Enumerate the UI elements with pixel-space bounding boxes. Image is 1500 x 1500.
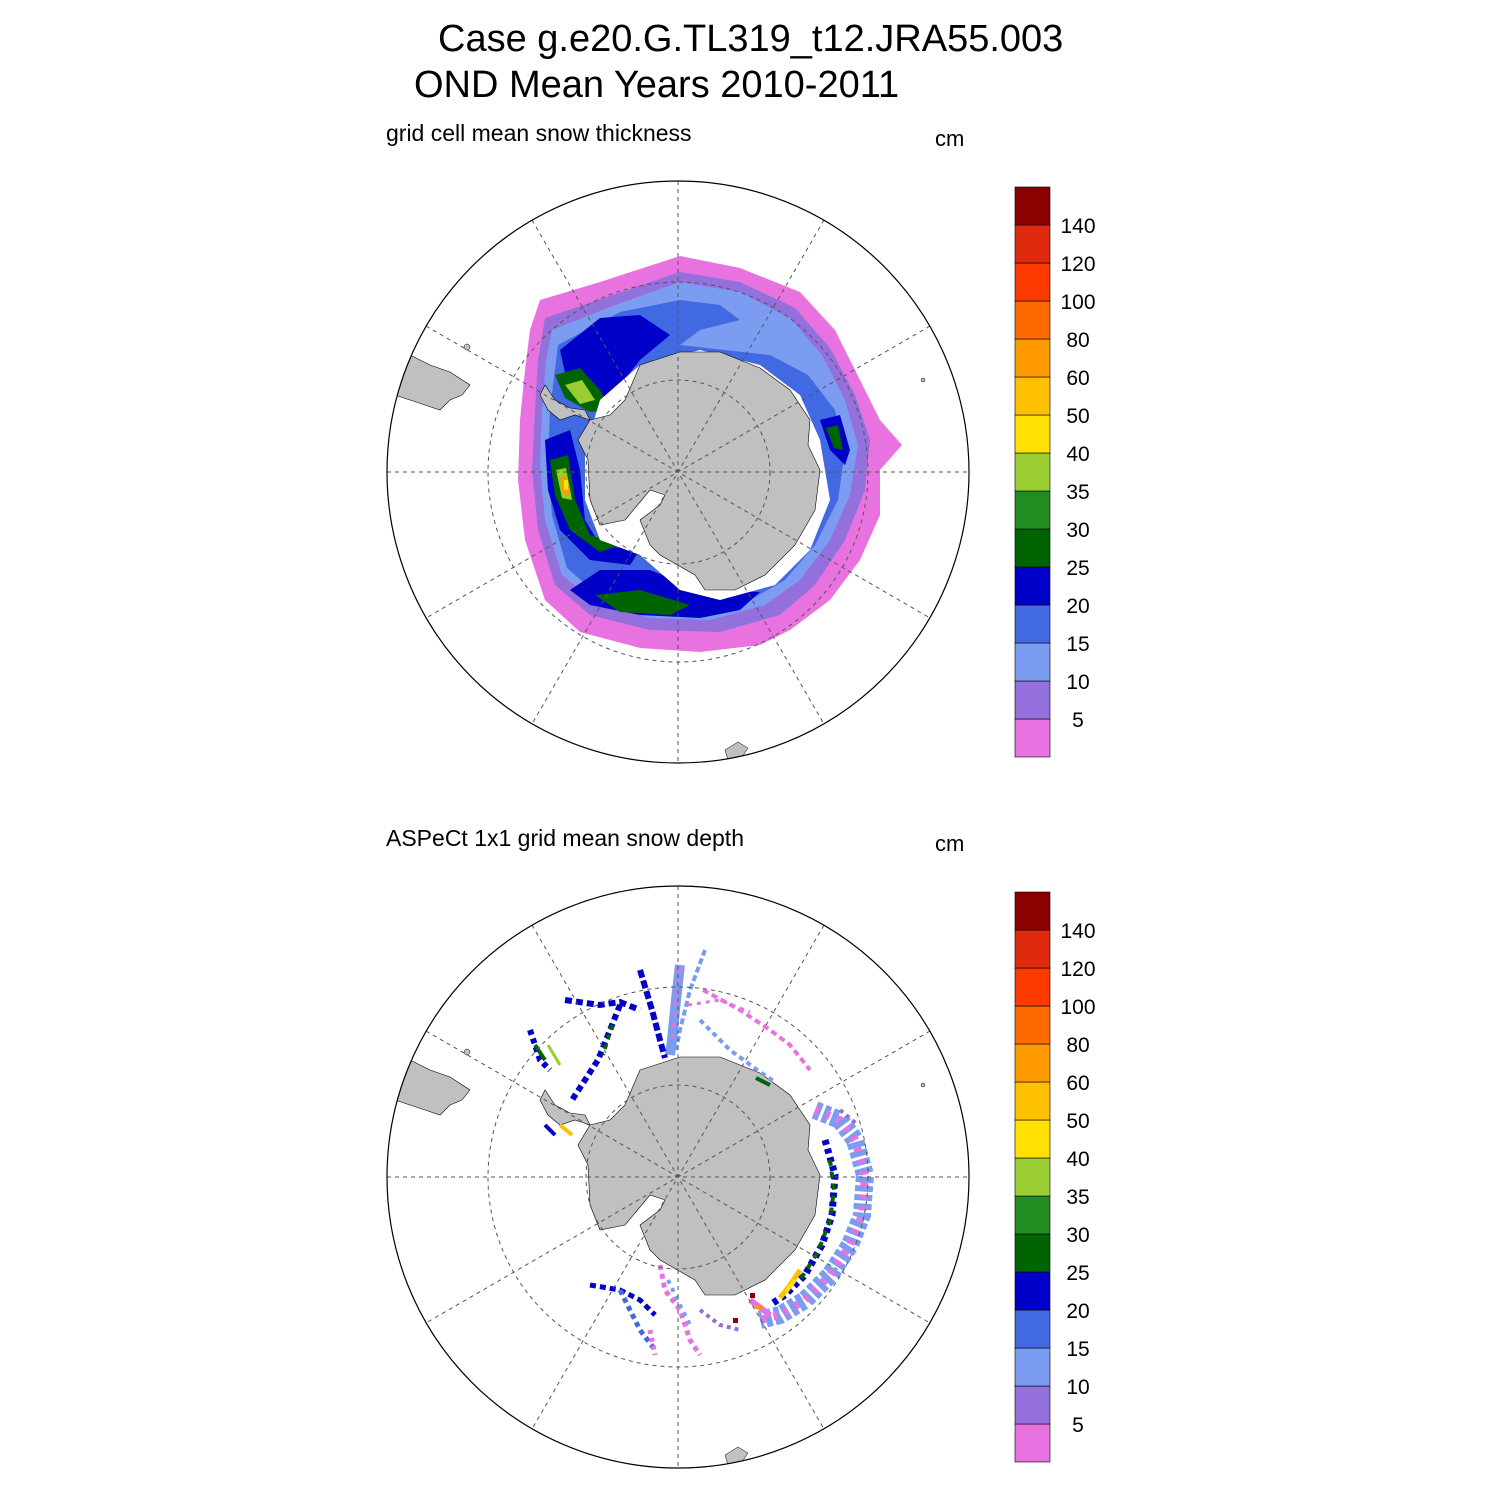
colorbar-tick-label: 10 (1066, 1376, 1089, 1399)
panel2-map (387, 886, 969, 1468)
colorbar-swatch (1015, 225, 1050, 263)
colorbar-swatch (1015, 930, 1050, 968)
colorbar-tick-label: 10 (1066, 671, 1089, 694)
colorbar-tick-label: 20 (1066, 595, 1089, 618)
colorbar-swatch (1015, 1044, 1050, 1082)
colorbar-swatch (1015, 605, 1050, 643)
panel1-map (387, 181, 969, 763)
colorbar-swatch (1015, 1082, 1050, 1120)
colorbar-swatch (1015, 1120, 1050, 1158)
colorbar-tick-label: 15 (1066, 633, 1089, 656)
colorbar-panel1: 5 10 15 20 25 30 35 40 50 60 80 100 120 140 (1015, 187, 1096, 757)
colorbar-tick-label: 35 (1066, 1186, 1089, 1209)
colorbar-tick-label: 80 (1066, 1034, 1089, 1057)
colorbar-swatch (1015, 377, 1050, 415)
colorbar-tick-label: 60 (1066, 367, 1089, 390)
colorbar-swatch (1015, 1348, 1050, 1386)
colorbar-swatch (1015, 1424, 1050, 1462)
colorbar-tick-label: 20 (1066, 1300, 1089, 1323)
colorbar-tick-label: 25 (1066, 1262, 1089, 1285)
colorbar-swatch (1015, 968, 1050, 1006)
colorbar-swatch (1015, 643, 1050, 681)
colorbar-swatch (1015, 1386, 1050, 1424)
colorbar-tick-label: 50 (1066, 405, 1089, 428)
colorbar-panel2: 5 10 15 20 25 30 35 40 50 60 80 100 120 140 (1015, 892, 1096, 1462)
colorbar-swatch (1015, 892, 1050, 930)
colorbar-tick-label: 5 (1072, 1414, 1084, 1437)
colorbar-tick-label: 15 (1066, 1338, 1089, 1361)
colorbar-tick-label: 140 (1060, 920, 1095, 943)
colorbar-swatch (1015, 719, 1050, 757)
colorbar-swatch (1015, 263, 1050, 301)
colorbar-swatch (1015, 681, 1050, 719)
south-america-land (387, 350, 470, 410)
colorbar-swatch (1015, 491, 1050, 529)
colorbar-tick-label: 50 (1066, 1110, 1089, 1133)
antarctica-land-2 (578, 1057, 820, 1295)
colorbar-swatch (1015, 1272, 1050, 1310)
colorbar-swatch (1015, 1196, 1050, 1234)
colorbar-tick-label: 30 (1066, 519, 1089, 542)
colorbar-swatch (1015, 453, 1050, 491)
colorbar-tick-label: 5 (1072, 709, 1084, 732)
colorbar-swatch (1015, 301, 1050, 339)
colorbar-tick-label: 35 (1066, 481, 1089, 504)
colorbar-swatch (1015, 1234, 1050, 1272)
colorbar-tick-label: 25 (1066, 557, 1089, 580)
colorbar-swatch (1015, 1006, 1050, 1044)
colorbar-tick-label: 40 (1066, 1148, 1089, 1171)
colorbar-tick-label: 60 (1066, 1072, 1089, 1095)
colorbar-swatch (1015, 1158, 1050, 1196)
colorbar-tick-label: 120 (1060, 253, 1095, 276)
colorbar-swatch (1015, 415, 1050, 453)
colorbar-tick-label: 80 (1066, 329, 1089, 352)
colorbar-tick-label: 120 (1060, 958, 1095, 981)
colorbar-tick-label: 140 (1060, 215, 1095, 238)
colorbar-swatch (1015, 187, 1050, 225)
colorbar-swatch (1015, 529, 1050, 567)
colorbar-tick-label: 30 (1066, 1224, 1089, 1247)
colorbar-swatch (1015, 1310, 1050, 1348)
south-america-land-2 (387, 1055, 470, 1115)
colorbar-tick-label: 100 (1060, 996, 1095, 1019)
colorbar-tick-label: 40 (1066, 443, 1089, 466)
colorbar-swatch (1015, 567, 1050, 605)
colorbar-tick-label: 100 (1060, 291, 1095, 314)
colorbar-swatch (1015, 339, 1050, 377)
